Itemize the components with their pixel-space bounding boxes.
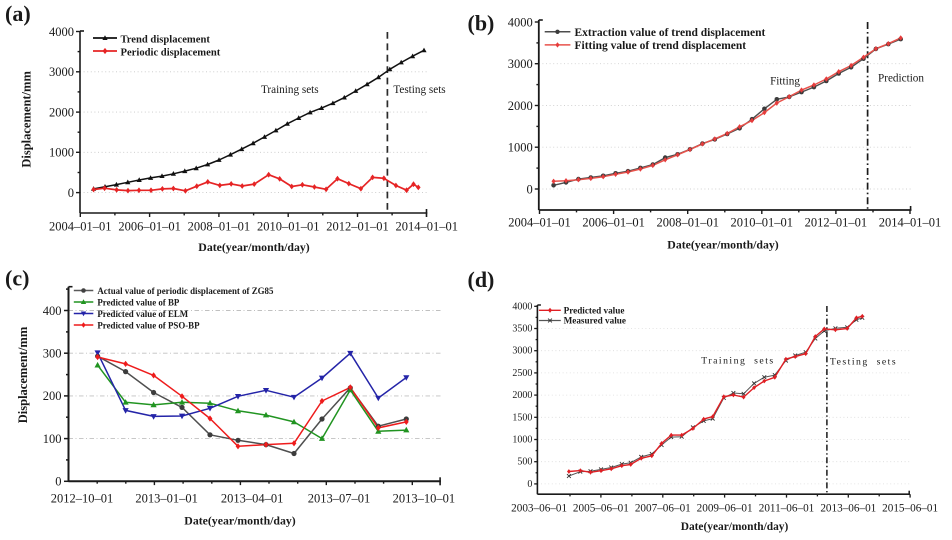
svg-text:4000: 4000 [512,301,532,312]
svg-text:Periodic displacement: Periodic displacement [121,47,221,58]
svg-text:Displacement/mm: Displacement/mm [16,326,30,423]
svg-text:2000: 2000 [512,390,532,401]
svg-text:2013–06–01: 2013–06–01 [820,503,876,515]
svg-text:1000: 1000 [49,146,74,160]
svg-text:Testing sets: Testing sets [393,84,445,96]
svg-text:Displacement/mm: Displacement/mm [19,71,33,168]
svg-text:Date(year/month/day): Date(year/month/day) [184,514,295,528]
svg-text:2005–06–01: 2005–06–01 [573,503,629,515]
svg-text:Measured value: Measured value [564,316,626,326]
svg-text:2013–10–01: 2013–10–01 [393,492,456,506]
svg-text:2007–06–01: 2007–06–01 [635,503,691,515]
svg-text:2012–01–01: 2012–01–01 [805,216,868,230]
svg-text:Testing sets: Testing sets [830,357,897,368]
svg-text:2011–06–01: 2011–06–01 [759,503,815,515]
svg-text:2015–06–01: 2015–06–01 [882,503,938,515]
svg-text:1500: 1500 [512,412,532,423]
svg-text:(b): (b) [468,11,495,36]
svg-text:0: 0 [527,479,532,490]
svg-text:2014–01–01: 2014–01–01 [879,216,942,230]
svg-text:500: 500 [517,457,532,468]
svg-text:Prediction: Prediction [878,73,924,85]
svg-text:Training sets: Training sets [701,356,774,367]
svg-text:2000: 2000 [508,99,533,113]
svg-text:300: 300 [43,347,62,361]
svg-text:2500: 2500 [512,368,532,379]
svg-text:(a): (a) [5,1,31,26]
svg-text:2008–01–01: 2008–01–01 [656,216,719,230]
svg-text:3000: 3000 [508,57,533,71]
svg-text:Extraction value of trend disp: Extraction value of trend displacement [575,27,766,39]
svg-text:Predicted value of PSO-BP: Predicted value of PSO-BP [97,320,200,330]
svg-text:2003–06–01: 2003–06–01 [511,503,567,515]
svg-text:2013–04–01: 2013–04–01 [221,492,284,506]
svg-text:2013–07–01: 2013–07–01 [308,492,371,506]
svg-text:4000: 4000 [508,15,533,29]
svg-text:1000: 1000 [508,141,533,155]
svg-text:2006–01–01: 2006–01–01 [118,220,181,234]
svg-text:3500: 3500 [512,324,532,335]
svg-text:0: 0 [527,182,533,196]
svg-text:(c): (c) [5,266,29,291]
svg-text:2008–01–01: 2008–01–01 [188,220,251,234]
svg-text:Predicted value of BP: Predicted value of BP [97,297,179,307]
svg-text:Predicted value of ELM: Predicted value of ELM [97,309,188,319]
svg-text:Training sets: Training sets [261,84,319,96]
svg-text:Date(year/month/day): Date(year/month/day) [198,240,309,254]
svg-text:2012–10–01: 2012–10–01 [51,492,114,506]
svg-text:2004–01–01: 2004–01–01 [49,220,112,234]
svg-text:2012–01–01: 2012–01–01 [326,220,389,234]
svg-text:Fitting: Fitting [770,76,800,88]
svg-text:200: 200 [43,389,62,403]
svg-text:400: 400 [43,304,62,318]
svg-text:0: 0 [68,186,74,200]
svg-text:2004–01–01: 2004–01–01 [508,216,571,230]
svg-text:4000: 4000 [49,25,74,39]
svg-text:0: 0 [55,475,61,489]
svg-text:2010–01–01: 2010–01–01 [257,220,320,234]
svg-text:100: 100 [43,432,62,446]
svg-text:Trend displacement: Trend displacement [121,34,211,45]
svg-text:Fitting value of trend displac: Fitting value of trend displacement [575,40,747,52]
svg-text:2014–01–01: 2014–01–01 [396,220,459,234]
svg-text:3000: 3000 [512,346,532,357]
svg-text:Date(year/month/day): Date(year/month/day) [667,238,778,252]
svg-text:2000: 2000 [49,105,74,119]
svg-text:3000: 3000 [49,65,74,79]
svg-text:2013–01–01: 2013–01–01 [135,492,198,506]
svg-text:2009–06–01: 2009–06–01 [697,503,753,515]
svg-text:Date(year/month/day): Date(year/month/day) [681,521,789,533]
svg-text:Actual value of periodic displ: Actual value of periodic displacement of… [97,286,274,296]
svg-text:2006–01–01: 2006–01–01 [582,216,645,230]
svg-text:1000: 1000 [512,435,532,446]
svg-text:2010–01–01: 2010–01–01 [731,216,794,230]
svg-text:(d): (d) [468,267,495,292]
svg-text:Predicted value: Predicted value [564,305,625,315]
